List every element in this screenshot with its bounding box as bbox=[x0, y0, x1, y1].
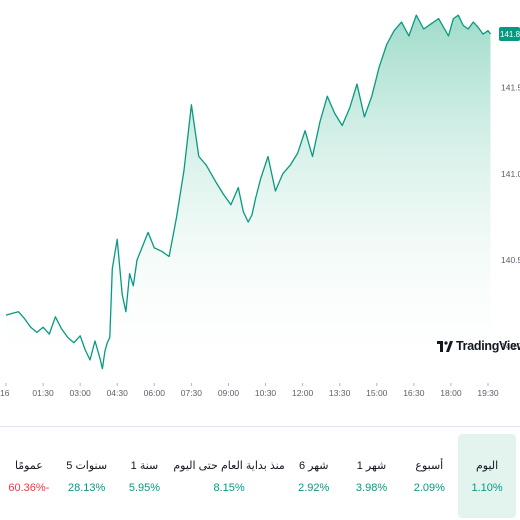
x-tick-label: 15:00 bbox=[366, 388, 388, 398]
y-tick-label: 141.000 bbox=[501, 169, 520, 179]
watermark-text: TradingView bbox=[456, 339, 520, 353]
performance-tab[interactable]: عمومًا 60.36%- bbox=[0, 434, 58, 518]
performance-tab[interactable]: اليوم 1.10% bbox=[458, 434, 516, 518]
y-tick-label: 141.500 bbox=[501, 83, 520, 93]
performance-period-label: أسبوع bbox=[415, 459, 444, 472]
performance-tab[interactable]: 1 شهر 3.98% bbox=[343, 434, 401, 518]
x-tick-label: 16:30 bbox=[403, 388, 425, 398]
tradingview-watermark: TradingView bbox=[437, 339, 520, 353]
current-price-badge bbox=[499, 26, 520, 41]
performance-tab[interactable]: 1 سنة 5.95% bbox=[116, 434, 174, 518]
y-tick-label: 140.500 bbox=[501, 255, 520, 265]
performance-value: 3.98% bbox=[355, 481, 388, 494]
performance-tab[interactable]: منذ بداية العام حتى اليوم 8.15% bbox=[173, 434, 284, 518]
price-chart[interactable]: 140.000 140.500 141.000 141.500 16 01:30 03:0… bbox=[0, 0, 520, 410]
performance-tab[interactable]: أسبوع 2.09% bbox=[400, 434, 458, 518]
performance-tab[interactable]: 5 سنوات 28.13% bbox=[58, 434, 116, 518]
performance-period-label: منذ بداية العام حتى اليوم bbox=[173, 459, 285, 472]
performance-row: اليوم 1.10% أسبوع 2.09% 1 شهر 3.98% 6 شهر 2.92%… bbox=[0, 434, 520, 518]
performance-value: 1.10% bbox=[471, 481, 503, 494]
performance-value: 8.15% bbox=[213, 481, 245, 494]
x-tick-label: 10:30 bbox=[255, 388, 277, 398]
performance-tab[interactable]: 6 شهر 2.92% bbox=[285, 434, 343, 518]
performance-period-label: 6 شهر bbox=[298, 459, 329, 472]
performance-value: 2.09% bbox=[413, 481, 445, 494]
performance-period-label: اليوم bbox=[475, 459, 499, 472]
x-tick-label: 09:00 bbox=[218, 388, 240, 398]
price-line bbox=[5, 14, 492, 370]
performance-period-label: 1 سنة bbox=[130, 459, 159, 472]
x-tick-label: 12:00 bbox=[292, 388, 314, 398]
chart-svg[interactable]: 140.000 140.500 141.000 141.500 16 01:30 03:0… bbox=[0, 0, 520, 410]
x-tick-label: 01:30 bbox=[32, 388, 54, 398]
performance-period-label: 1 شهر bbox=[356, 459, 387, 472]
performance-value: 2.92% bbox=[298, 481, 330, 494]
x-tick-label: 13:30 bbox=[329, 388, 351, 398]
x-tick-label: 07:30 bbox=[181, 388, 203, 398]
x-tick-label: 04:30 bbox=[107, 388, 129, 398]
performance-value: 60.36%- bbox=[8, 481, 50, 494]
current-price-label: 141.811 bbox=[500, 30, 520, 39]
x-tick-label: 03:00 bbox=[70, 388, 92, 398]
x-tick-label: 19:30 bbox=[477, 388, 499, 398]
performance-period-label: 5 سنوات bbox=[66, 459, 108, 472]
performance-value: 28.13% bbox=[68, 481, 106, 494]
x-tick-label: 16 bbox=[0, 388, 10, 398]
performance-period-label: عمومًا bbox=[14, 459, 43, 472]
x-tick-label: 18:00 bbox=[440, 388, 462, 398]
tradingview-logo-icon bbox=[437, 340, 453, 352]
price-area-fill bbox=[6, 15, 491, 372]
x-tick-label: 06:00 bbox=[144, 388, 166, 398]
y-tick-label: 140.000 bbox=[501, 341, 520, 351]
performance-value: 5.95% bbox=[128, 481, 161, 494]
divider bbox=[0, 426, 520, 427]
